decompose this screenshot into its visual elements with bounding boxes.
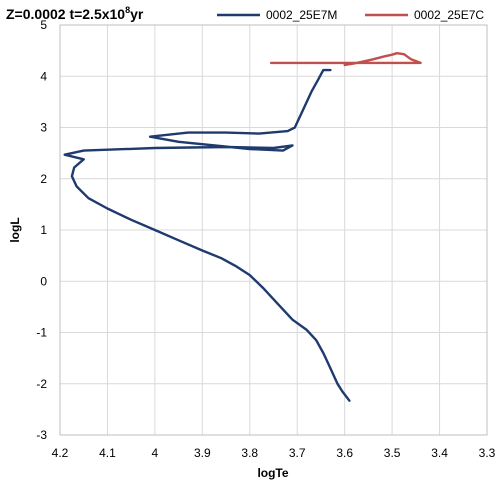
series-line-0002-25e7c (269, 52, 422, 67)
title-main: Z=0.0002 t=2.5x10 (6, 6, 125, 22)
x-tick-label: 3.4 (431, 446, 448, 460)
legend-label-0002-25e7c: 0002_25E7C (414, 8, 484, 22)
chart-title: Z=0.0002 t=2.5x108yr (6, 5, 144, 22)
y-tick-label: 3 (40, 121, 47, 135)
y-tick-label: -2 (36, 377, 47, 391)
legend: 0002_25E7M 0002_25E7C (217, 8, 484, 22)
x-tick-label: 3.6 (336, 446, 353, 460)
y-tick-label: 4 (40, 69, 47, 83)
x-tick-label: 3.8 (241, 446, 258, 460)
y-tick-label: 2 (40, 172, 47, 186)
x-tick-label: 3.5 (384, 446, 401, 460)
legend-label-0002-25e7m: 0002_25E7M (266, 8, 337, 22)
series (63, 52, 422, 402)
y-tick-label: 0 (40, 274, 47, 288)
x-tick-labels: 4.2 4.1 4 3.9 3.8 3.7 3.6 3.5 3.4 3.3 (52, 446, 496, 460)
x-tick-label: 4 (152, 446, 159, 460)
y-tick-label: 5 (40, 18, 47, 32)
x-tick-label: 4.2 (52, 446, 69, 460)
plot-frame (59, 24, 488, 436)
y-tick-label: -1 (36, 326, 47, 340)
y-axis-label: logL (8, 217, 22, 242)
series-line-0002-25e7m (63, 68, 351, 402)
x-axis-label: logTe (257, 466, 288, 480)
y-tick-label: -3 (36, 428, 47, 442)
x-tick-label: 3.3 (479, 446, 496, 460)
x-tick-label: 3.9 (194, 446, 211, 460)
y-tick-labels: 5 4 3 2 1 0 -1 -2 -3 (36, 18, 47, 442)
y-tick-label: 1 (40, 223, 47, 237)
title-exponent: 8 (125, 5, 130, 15)
x-tick-label: 4.1 (99, 446, 116, 460)
x-tick-label: 3.7 (289, 446, 306, 460)
title-unit: yr (130, 6, 144, 22)
